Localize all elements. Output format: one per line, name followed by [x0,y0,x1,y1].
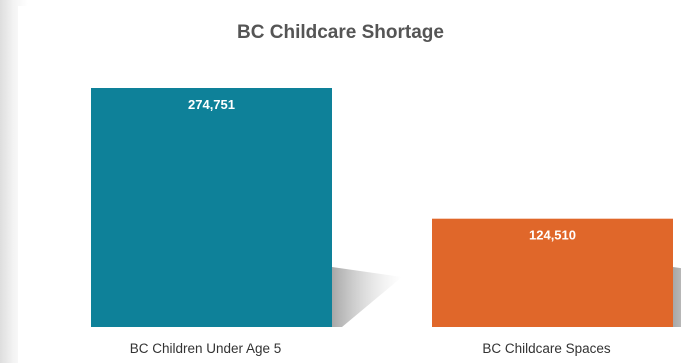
bar-2 [432,218,673,327]
bar-1 [91,88,332,327]
data-label-1: 274,751 [188,97,235,112]
bar-shadow [332,267,402,327]
data-label-2: 124,510 [529,228,576,243]
bar-shadow [673,267,681,327]
category-label-2: BC Childcare Spaces [482,341,611,356]
chart-title: BC Childcare Shortage [237,22,444,43]
category-label-1: BC Children Under Age 5 [130,341,282,356]
